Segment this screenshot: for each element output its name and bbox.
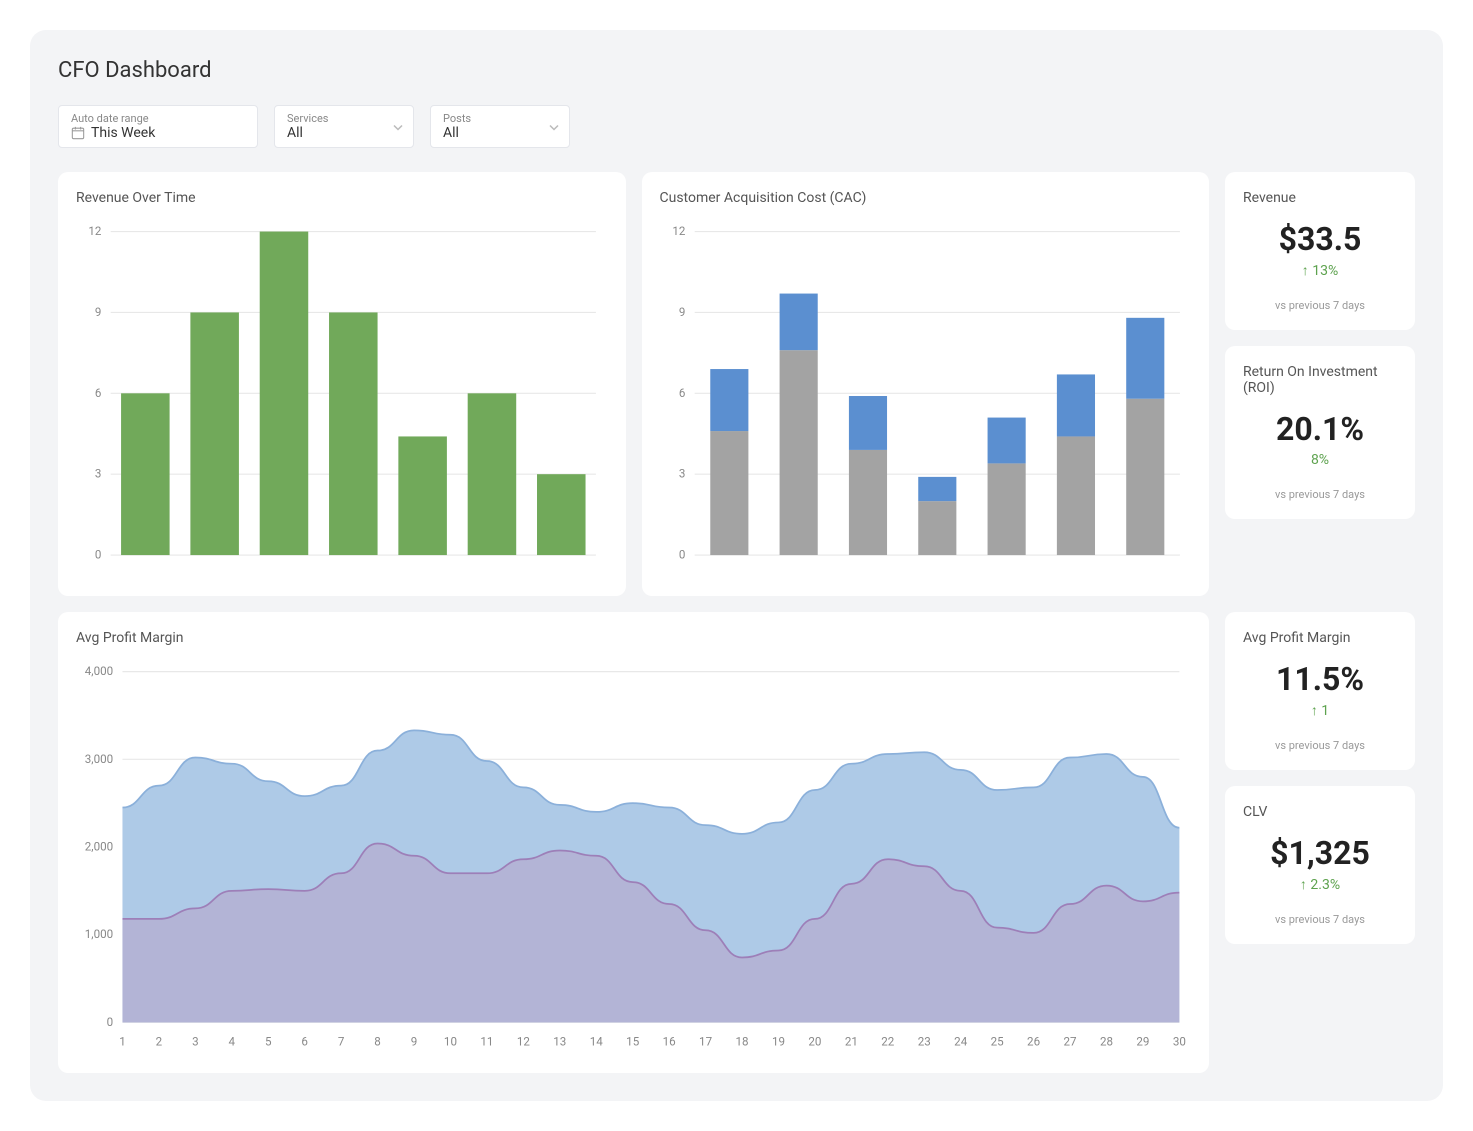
services-filter[interactable]: Services All <box>274 105 414 148</box>
kpi-change: ↑ 1 <box>1243 702 1397 719</box>
card-title: CLV <box>1243 804 1397 820</box>
svg-text:8: 8 <box>374 1035 381 1049</box>
svg-text:2,000: 2,000 <box>85 840 113 854</box>
card-title: Revenue Over Time <box>76 190 608 206</box>
filter-bar: Auto date range This Week Services All P… <box>58 105 1415 148</box>
svg-text:9: 9 <box>678 305 685 319</box>
svg-text:0: 0 <box>95 548 102 562</box>
svg-text:5: 5 <box>265 1035 272 1049</box>
svg-text:9: 9 <box>411 1035 418 1049</box>
svg-text:9: 9 <box>95 305 102 319</box>
svg-text:3: 3 <box>192 1035 199 1049</box>
kpi-value: 20.1% <box>1243 410 1397 448</box>
card-title: Avg Profit Margin <box>1243 630 1397 646</box>
filter-label: Posts <box>443 112 557 125</box>
filter-value: This Week <box>71 125 245 141</box>
kpi-subtext: vs previous 7 days <box>1243 488 1397 501</box>
kpi-change: ↑ 2.3% <box>1243 876 1397 893</box>
card-title: Return On Investment (ROI) <box>1243 364 1397 396</box>
cac-chart-card: Customer Acquisition Cost (CAC) 0 3 6 9 12 <box>642 172 1210 596</box>
svg-text:24: 24 <box>954 1035 968 1049</box>
svg-text:19: 19 <box>772 1035 785 1049</box>
svg-text:0: 0 <box>107 1015 114 1029</box>
cfo-dashboard: CFO Dashboard Auto date range This Week … <box>30 30 1443 1101</box>
svg-text:4,000: 4,000 <box>85 664 113 678</box>
filter-value: All <box>443 125 557 141</box>
filter-value: All <box>287 125 401 141</box>
chevron-down-icon <box>549 117 559 136</box>
date-range-filter[interactable]: Auto date range This Week <box>58 105 258 148</box>
cac-svg: 0 3 6 9 12 <box>660 220 1192 578</box>
card-title: Customer Acquisition Cost (CAC) <box>660 190 1192 206</box>
svg-text:14: 14 <box>590 1035 604 1049</box>
content-grid: Revenue Over Time 036912Customer Acquisi… <box>58 172 1415 1073</box>
svg-text:17: 17 <box>699 1035 713 1049</box>
svg-text:25: 25 <box>991 1035 1005 1049</box>
kpi-subtext: vs previous 7 days <box>1243 913 1397 926</box>
svg-text:13: 13 <box>553 1035 566 1049</box>
kpi-subtext: vs previous 7 days <box>1243 739 1397 752</box>
svg-text:20: 20 <box>808 1035 821 1049</box>
svg-text:16: 16 <box>663 1035 676 1049</box>
svg-text:28: 28 <box>1100 1035 1113 1049</box>
svg-text:2: 2 <box>156 1035 163 1049</box>
kpi-column-top: Revenue $33.5 ↑ 13% vs previous 7 days R… <box>1225 172 1415 596</box>
svg-text:7: 7 <box>338 1035 345 1049</box>
svg-text:30: 30 <box>1173 1035 1186 1049</box>
svg-text:21: 21 <box>845 1035 858 1049</box>
filter-label: Auto date range <box>71 112 245 125</box>
filter-label: Services <box>287 112 401 125</box>
page-title: CFO Dashboard <box>58 58 1415 83</box>
svg-text:3,000: 3,000 <box>85 752 113 766</box>
margin-svg: 01,0002,0003,0004,0001234567891011121314… <box>76 660 1191 1055</box>
svg-text:11: 11 <box>480 1035 493 1049</box>
svg-text:1,000: 1,000 <box>85 927 113 941</box>
svg-text:26: 26 <box>1027 1035 1040 1049</box>
kpi-revenue-card: Revenue $33.5 ↑ 13% vs previous 7 days <box>1225 172 1415 330</box>
card-title: Avg Profit Margin <box>76 630 1191 646</box>
svg-text:22: 22 <box>881 1035 895 1049</box>
svg-text:6: 6 <box>95 386 102 400</box>
svg-text:29: 29 <box>1136 1035 1149 1049</box>
svg-text:3: 3 <box>678 467 685 481</box>
margin-chart-card: Avg Profit Margin 0 1,000 2,000 3,000 4,000 1… <box>58 612 1209 1073</box>
kpi-value: $1,325 <box>1243 834 1397 872</box>
svg-text:0: 0 <box>678 548 685 562</box>
kpi-subtext: vs previous 7 days <box>1243 299 1397 312</box>
svg-text:12: 12 <box>517 1035 531 1049</box>
svg-text:23: 23 <box>918 1035 931 1049</box>
kpi-value: 11.5% <box>1243 660 1397 698</box>
revenue-chart-card: Revenue Over Time 0 3 6 9 12 <box>58 172 626 596</box>
svg-text:3: 3 <box>95 467 102 481</box>
svg-text:18: 18 <box>736 1035 749 1049</box>
svg-text:4: 4 <box>229 1035 236 1049</box>
svg-text:15: 15 <box>626 1035 640 1049</box>
svg-text:6: 6 <box>301 1035 308 1049</box>
kpi-clv-card: CLV $1,325 ↑ 2.3% vs previous 7 days <box>1225 786 1415 944</box>
svg-text:12: 12 <box>672 224 685 238</box>
posts-filter[interactable]: Posts All <box>430 105 570 148</box>
svg-text:10: 10 <box>444 1035 457 1049</box>
kpi-roi-card: Return On Investment (ROI) 20.1% 8% vs p… <box>1225 346 1415 519</box>
kpi-change: ↑ 13% <box>1243 262 1397 279</box>
chevron-down-icon <box>393 117 403 136</box>
svg-text:27: 27 <box>1064 1035 1078 1049</box>
kpi-margin-card: Avg Profit Margin 11.5% ↑ 1 vs previous … <box>1225 612 1415 770</box>
revenue-svg: 0 3 6 9 12 <box>76 220 608 578</box>
kpi-change: 8% <box>1243 452 1397 468</box>
kpi-column-bottom: Avg Profit Margin 11.5% ↑ 1 vs previous … <box>1225 612 1415 1073</box>
svg-text:1: 1 <box>119 1035 126 1049</box>
kpi-value: $33.5 <box>1243 220 1397 258</box>
svg-text:12: 12 <box>88 224 101 238</box>
card-title: Revenue <box>1243 190 1397 206</box>
calendar-icon <box>71 126 85 140</box>
svg-text:6: 6 <box>678 386 685 400</box>
